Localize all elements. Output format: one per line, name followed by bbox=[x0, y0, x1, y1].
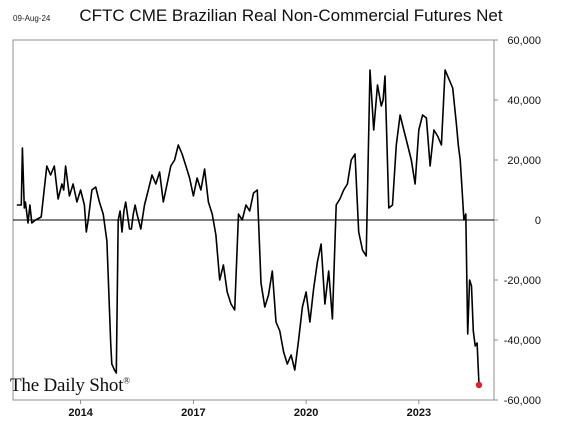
x-tick-label: 2023 bbox=[407, 407, 431, 419]
chart-title: CFTC CME Brazilian Real Non-Commercial F… bbox=[79, 6, 503, 25]
brand-logo: The Daily Shot® bbox=[10, 375, 130, 397]
y-tick-label: 40,000 bbox=[507, 95, 541, 107]
series-line bbox=[16, 69, 480, 386]
y-tick-label: 60,000 bbox=[507, 35, 541, 47]
y-tick-label: 20,000 bbox=[507, 155, 541, 167]
brand-name: The Daily Shot bbox=[10, 375, 124, 396]
brand-mark: ® bbox=[123, 375, 130, 386]
date-label: 09-Aug-24 bbox=[13, 14, 51, 23]
y-tick-label: -20,000 bbox=[504, 275, 541, 287]
y-tick-label: 0 bbox=[535, 215, 541, 227]
y-tick-label: -40,000 bbox=[504, 335, 541, 347]
last-point-marker bbox=[475, 381, 483, 389]
x-tick-label: 2014 bbox=[68, 407, 93, 419]
x-tick-label: 2020 bbox=[294, 407, 318, 419]
x-tick-label: 2017 bbox=[181, 407, 205, 419]
y-tick-label: -60,000 bbox=[504, 395, 541, 407]
